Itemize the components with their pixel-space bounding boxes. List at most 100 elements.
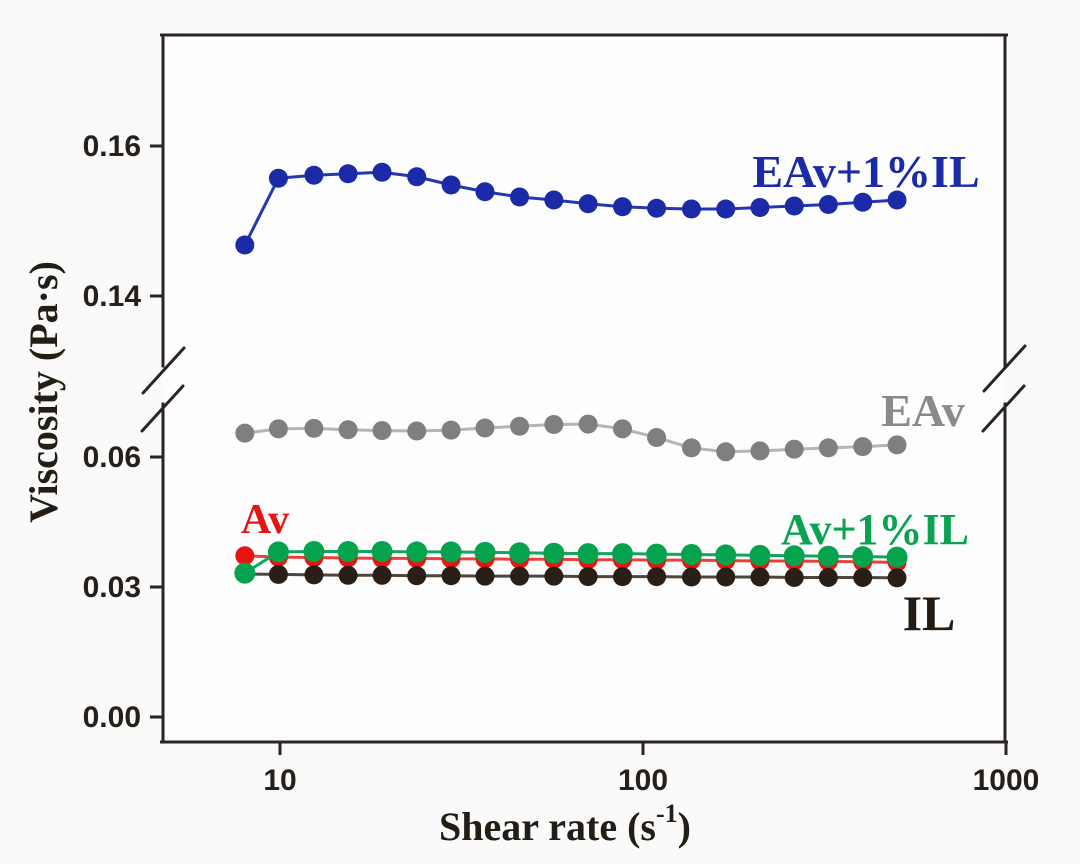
data-point	[578, 194, 598, 214]
plot-area	[163, 35, 1005, 742]
series-label-EAv+1%IL: EAv+1%IL	[752, 146, 979, 197]
data-point	[544, 415, 564, 434]
data-point	[372, 162, 392, 182]
data-point	[784, 567, 804, 587]
data-point	[612, 419, 632, 439]
data-point	[304, 565, 324, 585]
series-label-Av+1%IL: Av+1%IL	[781, 505, 969, 554]
data-point	[510, 566, 530, 586]
data-point	[783, 545, 805, 567]
data-point	[750, 198, 770, 217]
data-point	[337, 540, 359, 562]
data-point	[475, 566, 495, 586]
data-point	[681, 438, 701, 458]
data-point	[750, 441, 770, 461]
data-point	[647, 428, 667, 447]
data-point	[680, 544, 702, 565]
data-point	[441, 566, 461, 586]
data-point	[235, 423, 255, 443]
data-point	[716, 199, 736, 219]
data-point	[338, 420, 358, 440]
data-point	[235, 235, 255, 255]
data-point	[716, 567, 736, 587]
data-point	[475, 418, 495, 438]
series-IL: IL	[235, 564, 955, 641]
data-point	[407, 167, 427, 187]
data-point	[578, 414, 598, 434]
data-point	[371, 540, 393, 562]
data-point	[510, 416, 530, 436]
data-point	[268, 168, 288, 188]
data-point	[510, 187, 530, 207]
data-point	[543, 542, 565, 564]
data-point	[817, 545, 839, 567]
data-point	[784, 439, 804, 459]
data-point	[818, 195, 838, 214]
y-tick-label-0.00: 0.00	[83, 701, 141, 734]
data-point	[407, 566, 427, 586]
data-point	[818, 567, 838, 587]
data-point	[475, 182, 495, 202]
data-point	[544, 190, 564, 210]
data-point	[441, 175, 461, 195]
data-point	[372, 421, 392, 441]
x-axis-title: Shear rate (s-1)	[439, 799, 691, 849]
y-axis-break-marks	[140, 344, 1027, 433]
data-point	[715, 544, 737, 566]
series-label-EAv: EAv	[881, 385, 965, 436]
data-point	[267, 541, 289, 563]
data-point	[749, 544, 771, 566]
data-point	[612, 197, 632, 217]
data-point	[681, 199, 701, 219]
y-tick-label-0.06: 0.06	[83, 441, 141, 474]
data-point	[612, 567, 632, 587]
data-point	[716, 442, 736, 462]
tick-labels: 0.16 0.14 0.06 0.03 0.00 10 100 1000	[83, 130, 1040, 797]
data-point	[509, 542, 531, 564]
x-tick-label-10: 10	[263, 764, 296, 797]
y-tick-label-0.03: 0.03	[83, 571, 141, 604]
data-point	[647, 567, 667, 587]
series-Av+1%IL: Av+1%IL	[234, 505, 969, 584]
data-point	[268, 419, 288, 439]
data-point	[577, 543, 599, 565]
plot-frame	[160, 33, 1008, 744]
data-point	[338, 164, 358, 184]
data-point	[681, 567, 701, 587]
data-point	[852, 546, 874, 568]
data-point	[304, 165, 324, 185]
data-point	[441, 420, 461, 440]
data-point	[887, 435, 907, 455]
data-point	[818, 438, 838, 458]
data-point	[474, 541, 496, 563]
series-EAv: EAv	[235, 385, 965, 462]
data-point	[646, 543, 668, 565]
data-point	[887, 190, 907, 210]
data-point	[304, 418, 324, 438]
data-point	[611, 543, 633, 565]
data-point	[235, 546, 255, 566]
data-point	[853, 437, 873, 457]
y-tick-label-0.16: 0.16	[83, 130, 141, 163]
x-tick-label-100: 100	[618, 764, 668, 797]
y-axis-title: Viscosity (Pa·s)	[21, 261, 66, 523]
data-point	[440, 541, 462, 563]
break-slash-right-top	[982, 344, 1027, 393]
data-point	[372, 565, 392, 585]
data-point	[234, 562, 256, 584]
series-label-Av: Av	[241, 497, 289, 543]
data-point	[647, 198, 667, 218]
data-point	[784, 196, 804, 216]
break-slash-left-top	[141, 346, 186, 395]
series-EAv+1%IL: EAv+1%IL	[235, 146, 980, 255]
data-point	[578, 567, 598, 587]
x-tick-label-1000: 1000	[973, 764, 1040, 797]
break-slash-right-bottom	[981, 384, 1026, 433]
break-slash-left-bottom	[140, 384, 185, 433]
data-point	[853, 567, 873, 587]
data-point	[886, 546, 908, 568]
data-point	[303, 540, 325, 562]
data-point	[338, 565, 358, 585]
